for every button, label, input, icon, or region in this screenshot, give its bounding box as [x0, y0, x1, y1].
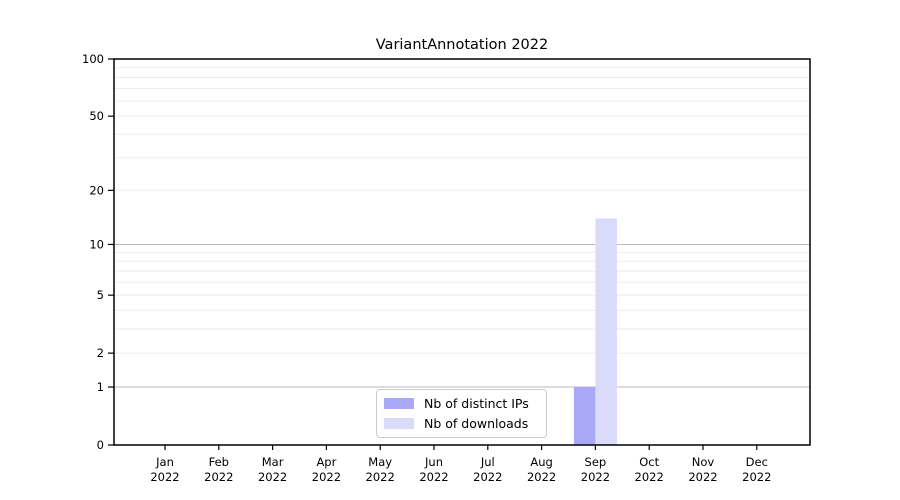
chart-title: VariantAnnotation 2022 — [375, 37, 549, 53]
x-tick-label-year: 2022 — [150, 470, 179, 484]
x-tick-label-year: 2022 — [419, 470, 448, 484]
legend-item-downloads: Nb of downloads — [384, 416, 539, 431]
y-tick-label: 5 — [97, 288, 104, 302]
y-tick-label: 1 — [97, 380, 104, 394]
x-tick-label-month: Feb — [209, 455, 229, 469]
legend-label-downloads: Nb of downloads — [424, 416, 529, 431]
legend-swatch-distinct-ips — [384, 398, 414, 409]
y-tick-label: 10 — [89, 237, 104, 251]
x-tick-label-month: Aug — [530, 455, 552, 469]
legend: Nb of distinct IPs Nb of downloads — [376, 389, 547, 438]
y-tick-label: 20 — [89, 183, 104, 197]
x-tick-label-month: Jun — [424, 455, 443, 469]
x-tick-label-month: Mar — [262, 455, 284, 469]
x-tick-label-year: 2022 — [258, 470, 287, 484]
y-tick-label: 100 — [82, 52, 104, 66]
x-tick-label-year: 2022 — [581, 470, 610, 484]
legend-label-distinct-ips: Nb of distinct IPs — [424, 396, 529, 411]
x-tick-label-year: 2022 — [312, 470, 341, 484]
y-tick-label: 50 — [89, 109, 104, 123]
x-tick-label-year: 2022 — [473, 470, 502, 484]
bar-nb-of-downloads-8 — [595, 218, 617, 445]
x-tick-label-month: May — [368, 455, 392, 469]
x-tick-label-month: Sep — [585, 455, 607, 469]
plot-spines — [113, 58, 811, 446]
x-tick-label-month: Nov — [692, 455, 715, 469]
x-tick-label-month: Jan — [155, 455, 174, 469]
y-tick-label: 2 — [97, 346, 104, 360]
x-tick-label-month: Oct — [639, 455, 659, 469]
bar-nb-of-distinct-ips-8 — [573, 387, 596, 445]
x-tick-label-year: 2022 — [635, 470, 664, 484]
legend-item-distinct-ips: Nb of distinct IPs — [384, 396, 539, 411]
x-tick-label-month: Dec — [746, 455, 768, 469]
legend-swatch-downloads — [384, 418, 414, 429]
y-tick-label: 0 — [97, 438, 104, 452]
x-tick-label-year: 2022 — [742, 470, 771, 484]
x-tick-label-month: Apr — [316, 455, 336, 469]
x-tick-label-month: Jul — [480, 455, 495, 469]
x-tick-label-year: 2022 — [204, 470, 233, 484]
x-tick-label-year: 2022 — [527, 470, 556, 484]
x-tick-label-year: 2022 — [688, 470, 717, 484]
x-tick-label-year: 2022 — [366, 470, 395, 484]
